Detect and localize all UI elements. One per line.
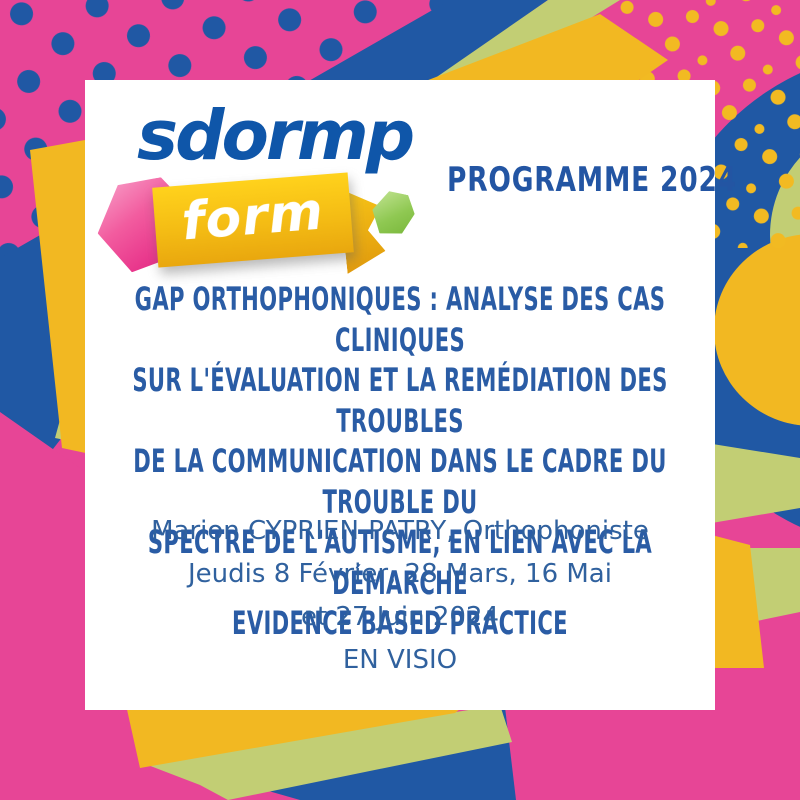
event-title: GAP ORTHOPHONIQUES : ANALYSE DES CAS CLI… <box>132 280 668 642</box>
green-strip-bottom <box>140 705 512 800</box>
yellow-strip-bottom <box>126 705 465 768</box>
logo-banner-text: form <box>179 181 326 253</box>
dates-lines: Jeudis 8 Février, 28 Mars, 16 Mai et 27 … <box>188 559 612 632</box>
green-wedge-right <box>700 442 800 525</box>
mode-line: EN VISIO <box>342 645 458 675</box>
event-details: Marion CYPRIEN-PATRY, Orthophoniste Jeud… <box>85 510 715 682</box>
programme-label: PROGRAMME 2024 <box>447 160 737 200</box>
logo-wordmark: sdormp <box>137 96 415 176</box>
yellow-circle <box>714 234 800 426</box>
green-hexagon-icon <box>367 188 418 241</box>
content-card: sdormp form PROGRAMME 2024 GAP ORTHOPHON… <box>85 80 736 710</box>
speaker-line: Marion CYPRIEN-PATRY, Orthophoniste <box>151 516 649 546</box>
yellow-strip-right <box>700 532 764 668</box>
logo-banner: form <box>152 172 354 268</box>
